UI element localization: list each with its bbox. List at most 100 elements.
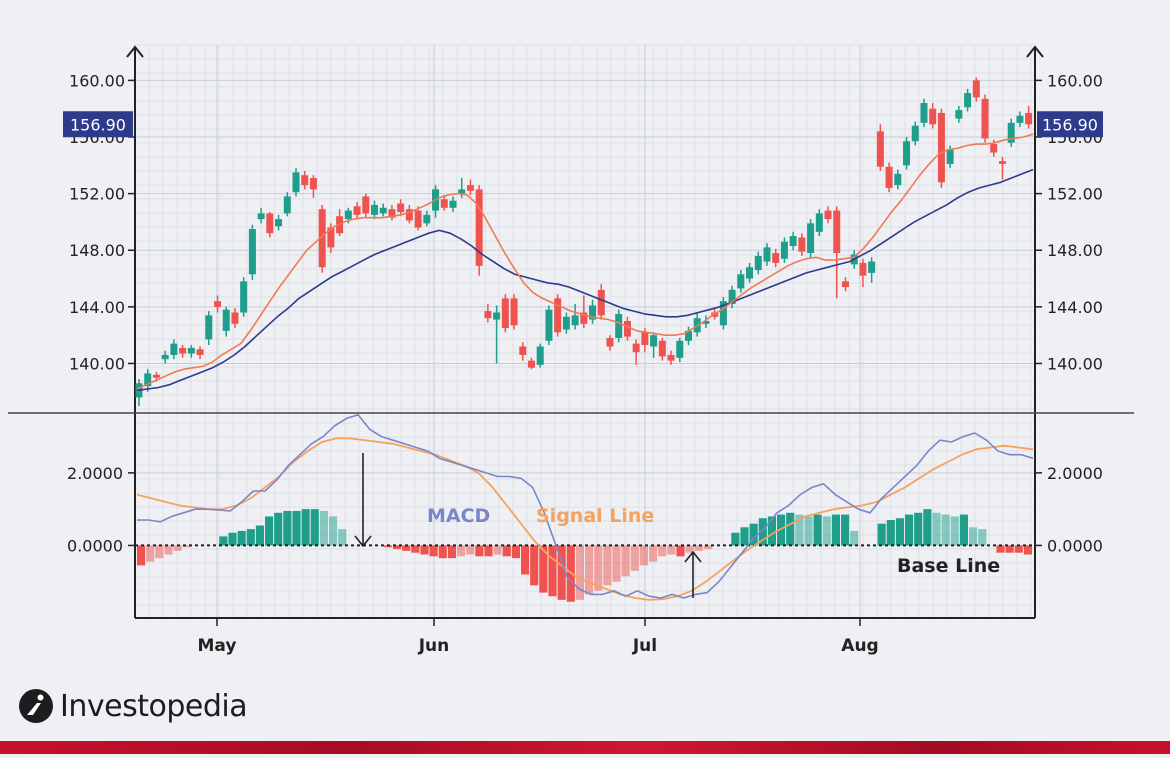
candle-body (301, 175, 309, 186)
histogram-bar (877, 523, 886, 546)
candle-body (772, 253, 780, 263)
candle-body (894, 173, 902, 186)
histogram-bar (639, 545, 648, 566)
candle-body (946, 149, 954, 164)
histogram-bar (831, 514, 840, 546)
candle-body (545, 309, 553, 341)
candle-body (257, 213, 265, 220)
candle-body (466, 185, 474, 191)
candle-body (815, 213, 823, 232)
candle-body (248, 229, 256, 275)
price-tick-label-left: 148.00 (69, 241, 125, 260)
candle-body (231, 312, 239, 324)
candle-body (998, 161, 1006, 164)
candle-body (597, 289, 605, 316)
histogram-bar (914, 512, 923, 546)
histogram-bar (694, 545, 703, 551)
histogram-bar (411, 545, 420, 553)
ema-slow-line (136, 168, 1034, 392)
candle-body (501, 298, 509, 329)
histogram-bar (219, 536, 228, 546)
histogram-bar (420, 545, 429, 555)
candle-body (144, 373, 152, 387)
candle-body (833, 210, 841, 254)
candle-body (423, 214, 431, 224)
candle-body (632, 343, 640, 353)
histogram-bar (548, 545, 557, 597)
candle-body (824, 210, 832, 220)
candle-body (170, 343, 178, 355)
histogram-bar (466, 545, 475, 555)
candle-body (344, 210, 352, 220)
candle-body (964, 93, 972, 108)
candle-body (484, 311, 492, 319)
histogram-bar (950, 516, 959, 546)
price-tick-label-left: 160.00 (69, 71, 125, 90)
candle-body (859, 262, 867, 276)
candle-body (475, 189, 483, 266)
macd-line (137, 413, 1034, 599)
histogram-bar (1023, 545, 1032, 555)
price-tick-label-left: 144.00 (69, 298, 125, 317)
histogram-bar (502, 545, 511, 557)
price-box-left-label: 156.90 (70, 115, 126, 134)
histogram-bar (228, 532, 237, 546)
candle-body (719, 301, 727, 326)
candle-body (789, 236, 797, 246)
ema-fast-line (136, 133, 1034, 390)
candle-body (990, 144, 998, 153)
histogram-bar (932, 512, 941, 546)
histogram-bar (969, 527, 978, 546)
histogram-bar (493, 545, 502, 555)
histogram-bar (447, 545, 456, 559)
x-tick-label: Jul (632, 636, 657, 656)
histogram-bar (758, 518, 767, 546)
candle-body (240, 281, 248, 313)
candle-body (414, 210, 422, 228)
histogram-bar (649, 545, 658, 562)
histogram-bar (283, 510, 292, 546)
candle-body (798, 237, 806, 252)
left-axis-arrow (126, 45, 144, 58)
candle-body (754, 255, 762, 271)
histogram-bar (539, 545, 548, 593)
histogram-bar (484, 545, 493, 557)
grid (134, 44, 1035, 618)
candle-body (841, 281, 849, 288)
price-tick-label-right: 148.00 (1047, 241, 1103, 260)
histogram-bar (886, 520, 895, 546)
histogram-bar (246, 529, 255, 546)
histogram-bar (164, 545, 173, 555)
histogram-bar (182, 545, 191, 548)
histogram-bar (329, 516, 338, 546)
histogram-bar (475, 545, 484, 557)
candle-body (658, 340, 666, 357)
candle-body (527, 360, 535, 368)
histogram-bar (749, 523, 758, 546)
histogram-bar (850, 530, 859, 546)
histogram-bar (237, 530, 246, 546)
candle-body (903, 141, 911, 166)
histogram-bar (685, 545, 694, 553)
histogram-bar (155, 545, 164, 559)
histogram-bar (457, 545, 466, 557)
histogram-bar (905, 514, 914, 546)
histogram-bar (795, 514, 804, 546)
candle-body (519, 346, 527, 355)
histogram-bar (319, 510, 328, 546)
candle-body (440, 199, 448, 208)
candle-body (937, 112, 945, 183)
histogram-bar (658, 545, 667, 557)
histogram-bar (1005, 545, 1014, 553)
histogram-bar (996, 545, 1005, 553)
investopedia-logo-icon (19, 689, 53, 723)
price-tick-label-left: 140.00 (69, 354, 125, 373)
macd-label: MACD (427, 505, 490, 527)
histogram-bar (557, 545, 566, 600)
histogram-bar (667, 545, 676, 555)
histogram-bar (301, 509, 310, 546)
candle-body (562, 316, 570, 330)
price-box-right (1037, 111, 1103, 138)
candle-body (955, 110, 963, 119)
histogram-bar (767, 516, 776, 546)
